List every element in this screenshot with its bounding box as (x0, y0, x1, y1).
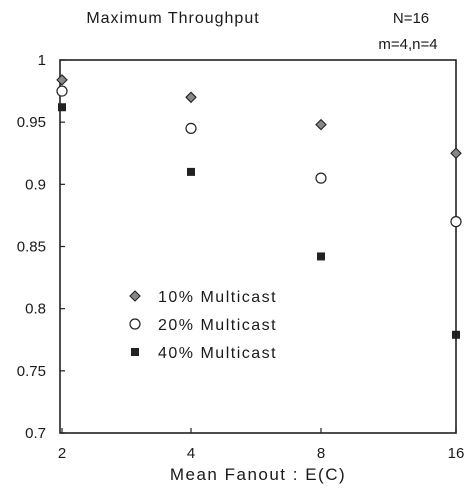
data-point-circle (450, 216, 462, 228)
data-point-square (317, 252, 325, 261)
legend-marker-square (131, 348, 139, 356)
y-tick-label: 1 (38, 52, 46, 69)
legend-marker-circle (129, 318, 141, 330)
x-tick-label: 2 (58, 445, 66, 462)
y-tick-label: 0.8 (25, 301, 46, 318)
legend-marker-diamond (129, 290, 141, 302)
x-tick-label: 8 (317, 445, 325, 462)
y-tick-label: 0.75 (17, 363, 46, 380)
data-point-circle (315, 172, 327, 184)
data-point-square (187, 167, 195, 176)
annotation-n: N=16 (393, 10, 429, 27)
legend-label: 40% Multicast (158, 345, 277, 362)
y-tick-label: 0.9 (25, 176, 46, 193)
x-tick-label: 4 (187, 445, 195, 462)
chart-title: Maximum Throughput (86, 10, 259, 27)
x-axis-label: Mean Fanout : E(C) (170, 465, 346, 484)
x-tick-label: 16 (448, 445, 465, 462)
data-point-square (452, 330, 460, 339)
data-point-square (58, 103, 66, 112)
y-axis: 0.7 0.75 0.8 0.85 0.9 0.95 1 (17, 52, 65, 442)
data-point-diamond (185, 91, 197, 104)
annotation-mn: m=4,n=4 (378, 36, 437, 53)
y-tick-label: 0.85 (17, 239, 46, 256)
data-point-diamond (315, 118, 327, 131)
legend-label: 10% Multicast (158, 289, 277, 306)
data-point-circle (185, 122, 197, 134)
data-point-diamond (450, 147, 462, 160)
x-axis: 2 4 8 16 (58, 428, 465, 462)
legend-label: 20% Multicast (158, 317, 277, 334)
data-points (56, 74, 462, 339)
data-point-diamond (56, 74, 68, 86)
data-point-circle (56, 85, 68, 97)
y-tick-label: 0.7 (25, 425, 46, 442)
y-tick-label: 0.95 (17, 114, 46, 131)
plot-frame (59, 59, 457, 434)
legend: 10% Multicast 20% Multicast 40% Multicast (129, 289, 277, 362)
